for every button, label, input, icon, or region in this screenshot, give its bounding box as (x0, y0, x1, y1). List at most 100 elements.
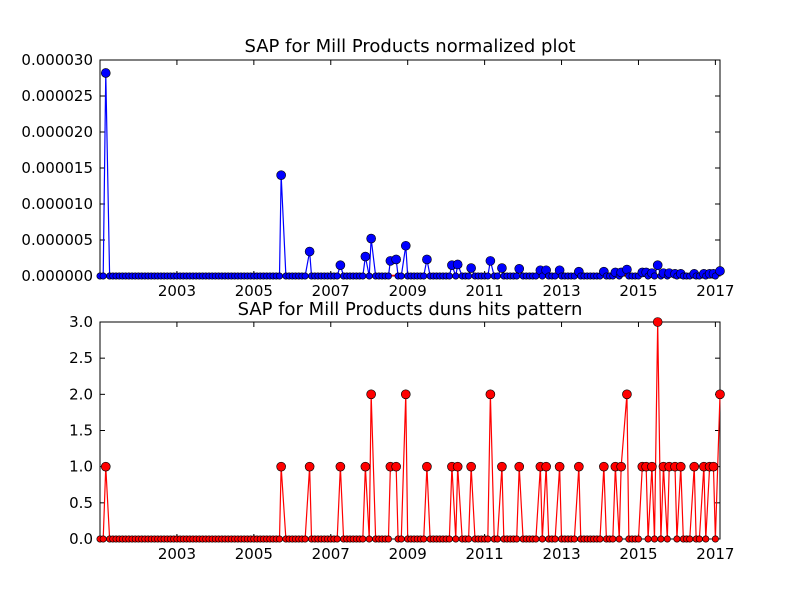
duns-hits-pattern-data-point (304, 461, 315, 472)
duns-hits-pattern-data-point (452, 535, 460, 543)
duns-hits-pattern-data-point (616, 461, 626, 472)
normalized-plot-panel: SAP for Mill Products normalized plot 0.… (21, 36, 734, 300)
duns-hits-pattern-data-point (466, 461, 476, 472)
duns-hits-pattern-data-point (514, 461, 525, 472)
normalized-plot-y-tick-label: 0.000000 (21, 267, 93, 285)
duns-hits-pattern-x-tick-label: 2007 (312, 545, 350, 563)
normalized-plot-data-point (514, 263, 525, 274)
duns-hits-pattern-data-point (647, 461, 657, 472)
duns-hits-pattern-data-point (420, 535, 428, 543)
normalized-plot-data-point (301, 272, 309, 280)
normalized-plot-x-tick-label: 2003 (158, 282, 196, 300)
normalized-plot-data-point (445, 272, 453, 280)
normalized-plot-data-point (359, 272, 367, 280)
normalized-plot-data-point (360, 251, 371, 262)
duns-hits-pattern-y-tick-label: 3.0 (69, 313, 93, 331)
duns-hits-pattern-data-point (596, 535, 604, 543)
duns-hits-pattern-data-point (452, 461, 463, 472)
normalized-plot-x-tick-label: 2017 (696, 282, 734, 300)
duns-hits-pattern-data-point (532, 535, 540, 543)
normalized-plot-y-tick-label: 0.000005 (21, 231, 93, 249)
normalized-plot-x-tick-label: 2013 (542, 282, 580, 300)
duns-hits-pattern-data-point (275, 535, 283, 543)
duns-hits-pattern-series-line (100, 321, 721, 540)
duns-hits-pattern-y-tick-label: 0.0 (69, 530, 93, 548)
duns-hits-pattern-data-point (711, 535, 719, 543)
duns-hits-pattern-data-point (422, 461, 432, 472)
duns-hits-pattern-data-point (538, 535, 546, 543)
normalized-plot-series-group (96, 68, 725, 280)
normalized-plot-title: SAP for Mill Products normalized plot (244, 36, 575, 57)
normalized-plot-data-point (422, 254, 432, 265)
duns-hits-pattern-data-point (663, 535, 671, 543)
normalized-plot-x-tick-label: 2007 (312, 282, 350, 300)
duns-hits-pattern-data-point (301, 535, 309, 543)
normalized-plot-data-point (715, 266, 725, 276)
duns-hits-pattern-data-point (384, 535, 392, 543)
normalized-plot-data-point (397, 272, 405, 280)
duns-hits-pattern-data-point (644, 535, 652, 543)
duns-hits-pattern-data-point (366, 389, 376, 400)
duns-hits-pattern-data-point (689, 461, 700, 472)
normalized-plot-y-tick-label: 0.000025 (21, 87, 93, 105)
duns-hits-pattern-data-point (708, 461, 719, 472)
normalized-plot-data-point (333, 272, 341, 280)
duns-hits-pattern-data-point (485, 389, 496, 400)
duns-hits-pattern-data-point (615, 535, 623, 543)
duns-hits-pattern-data-point (100, 461, 111, 472)
duns-hits-pattern-x-tick-label: 2009 (389, 545, 427, 563)
duns-hits-pattern-title: SAP for Mill Products duns hits pattern (238, 299, 583, 320)
duns-hits-pattern-data-point (675, 461, 686, 472)
normalized-plot-data-point (452, 272, 460, 280)
duns-hits-pattern-x-tick-label: 2017 (696, 545, 734, 563)
duns-hits-pattern-data-point (634, 535, 642, 543)
duns-hits-pattern-data-point (695, 535, 703, 543)
duns-hits-pattern-y-tick-label: 2.0 (69, 385, 93, 403)
duns-hits-pattern-series-group (96, 317, 725, 543)
duns-hits-pattern-data-point (657, 535, 665, 543)
duns-hits-pattern-panel: SAP for Mill Products duns hits pattern … (69, 299, 734, 563)
duns-hits-pattern-data-point (276, 461, 286, 472)
normalized-plot-data-point (335, 260, 346, 271)
normalized-plot-data-point (384, 272, 392, 280)
normalized-plot-y-tick-label: 0.000020 (21, 123, 93, 141)
normalized-plot-data-point (99, 272, 107, 280)
duns-hits-pattern-data-point (554, 461, 565, 472)
duns-hits-pattern-data-point (391, 461, 401, 472)
duns-hits-pattern-data-point (493, 535, 501, 543)
normalized-plot-data-point (366, 233, 376, 244)
duns-hits-pattern-data-point (673, 535, 681, 543)
normalized-plot-data-point (452, 259, 463, 270)
duns-hits-pattern-x-tick-label: 2005 (235, 545, 273, 563)
duns-hits-pattern-data-point (365, 535, 373, 543)
duns-hits-pattern-data-point (609, 535, 617, 543)
normalized-plot-data-point (466, 263, 476, 273)
normalized-plot-data-point (652, 260, 663, 271)
duns-hits-pattern-data-point (400, 389, 411, 400)
duns-hits-pattern-x-tick-label: 2011 (466, 545, 504, 563)
duns-hits-pattern-data-point (551, 535, 559, 543)
duns-hits-pattern-data-point (570, 535, 578, 543)
normalized-plot-data-point (365, 272, 373, 280)
normalized-plot-data-point (400, 240, 411, 251)
duns-hits-pattern-data-point (397, 535, 405, 543)
duns-hits-pattern-data-point (359, 535, 367, 543)
normalized-plot-data-point (420, 272, 428, 280)
normalized-plot-data-point (493, 272, 501, 280)
normalized-plot-y-tick-label: 0.000030 (21, 51, 93, 69)
duns-hits-pattern-y-tick-label: 2.5 (69, 349, 93, 367)
duns-hits-pattern-data-point (650, 535, 658, 543)
duns-hits-pattern-y-tick-label: 1.0 (69, 458, 93, 476)
duns-hits-pattern-data-point (99, 535, 107, 543)
duns-hits-pattern-data-point (465, 535, 473, 543)
duns-hits-pattern-data-point (333, 535, 341, 543)
normalized-plot-y-tick-label: 0.000010 (21, 195, 93, 213)
duns-hits-pattern-data-point (652, 317, 663, 327)
duns-hits-pattern-data-point (702, 535, 710, 543)
normalized-plot-x-tick-label: 2009 (389, 282, 427, 300)
duns-hits-pattern-data-point (484, 535, 492, 543)
duns-hits-pattern-x-tick-label: 2003 (158, 545, 196, 563)
normalized-plot-data-point (465, 272, 473, 280)
duns-hits-pattern-x-tick-label: 2013 (542, 545, 580, 563)
